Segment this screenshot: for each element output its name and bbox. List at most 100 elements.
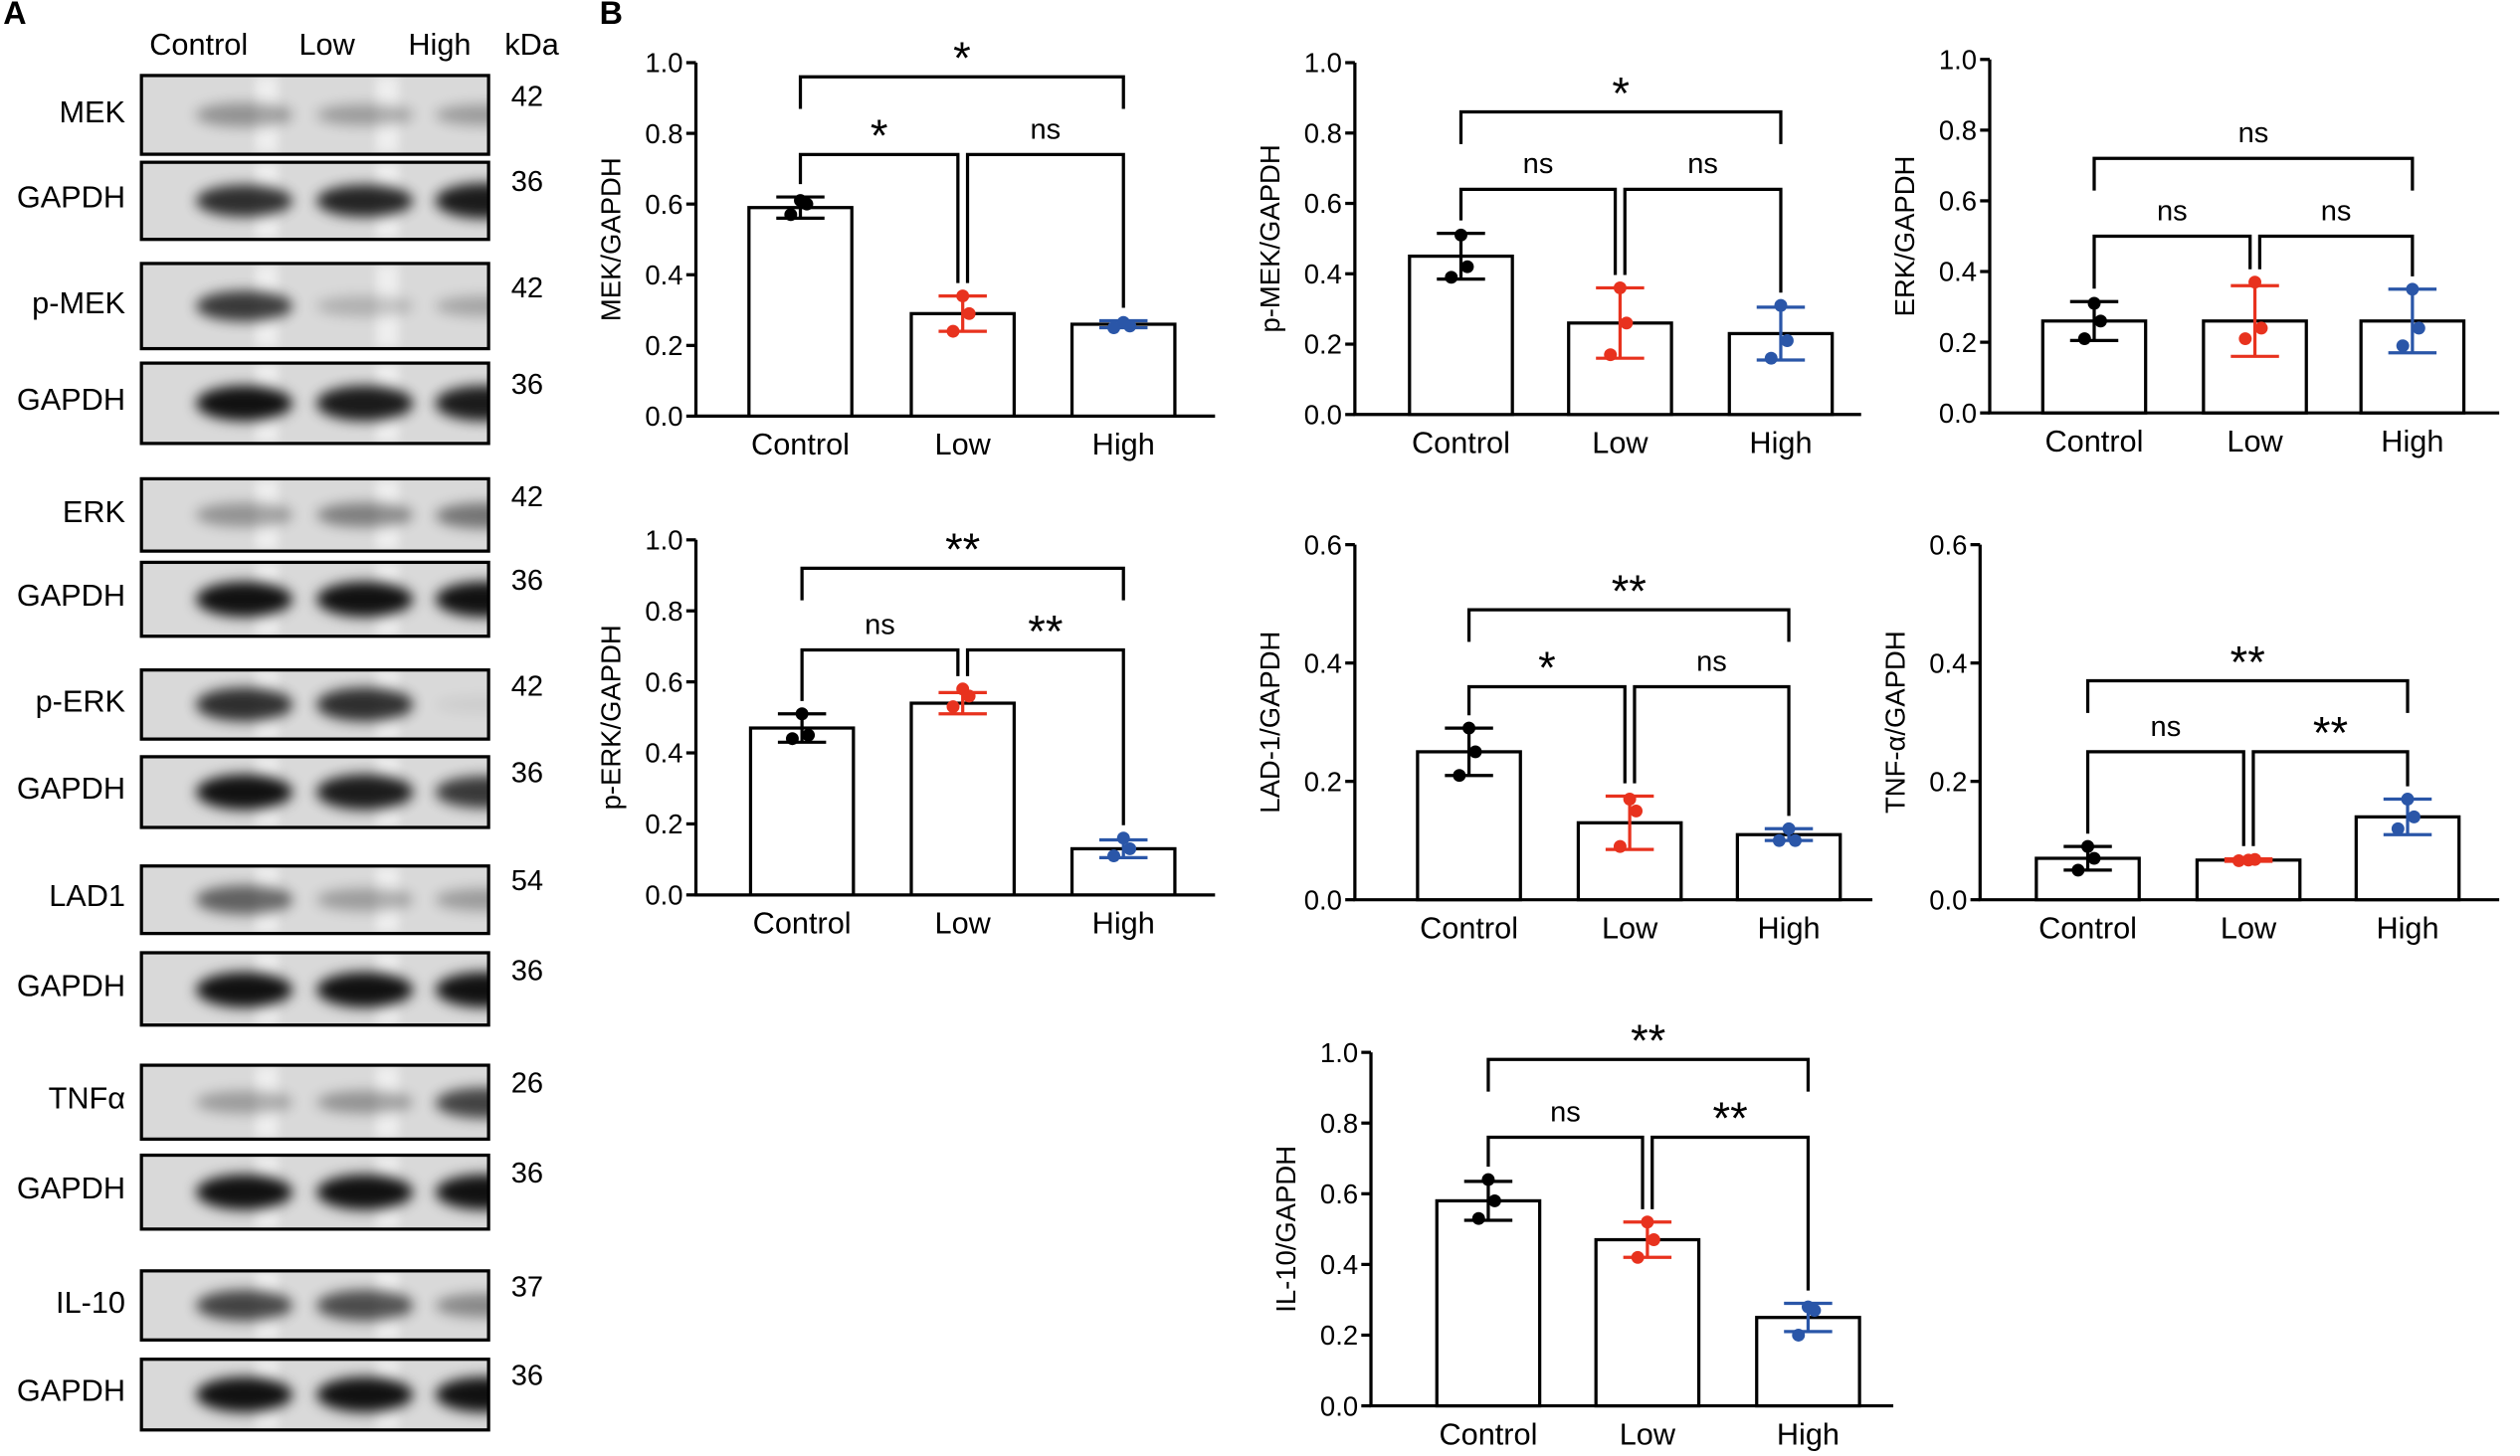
- band-low: [316, 581, 414, 618]
- blot-kda: 36: [510, 367, 544, 401]
- x-tick-label: High: [1777, 1416, 1840, 1451]
- y-tick-label: 0.0: [1939, 398, 1977, 429]
- blot-kda: 54: [510, 864, 544, 897]
- data-point: [2406, 282, 2420, 296]
- y-tick-label: 0.2: [1304, 329, 1342, 360]
- significance-bracket: [800, 566, 1125, 601]
- data-point: [2391, 821, 2405, 835]
- y-tick-label: 0.8: [1304, 117, 1342, 148]
- blot-kda: 26: [510, 1066, 544, 1100]
- significance-label: ns: [1696, 645, 1727, 677]
- significance-label: ns: [2238, 117, 2269, 149]
- blot-erk: [139, 476, 490, 553]
- data-point: [2396, 339, 2410, 353]
- blot-kda: 42: [510, 668, 544, 702]
- band-high: [435, 695, 487, 713]
- band-control: [196, 1376, 293, 1413]
- bar-high: [1727, 331, 1835, 417]
- band-low: [316, 688, 414, 721]
- data-point: [2401, 793, 2415, 806]
- y-tick-label: 1.0: [645, 48, 682, 79]
- significance-bracket: [1633, 684, 1791, 817]
- significance-bracket: [2257, 234, 2415, 276]
- band-low: [316, 103, 414, 126]
- y-tick-label: 0.8: [645, 118, 682, 149]
- blot-kda: 36: [510, 1157, 544, 1189]
- data-point: [2093, 314, 2107, 328]
- blot-kda: 36: [510, 953, 544, 987]
- data-point: [1613, 839, 1627, 853]
- y-tick-label: 0.2: [645, 809, 682, 839]
- band-control: [196, 503, 293, 527]
- lane-gap: [376, 77, 399, 153]
- y-tick-label: 1.0: [1939, 44, 1977, 75]
- data-point: [1445, 271, 1458, 284]
- x-tick-label: Low: [2227, 424, 2283, 458]
- x-tick-label: High: [1092, 427, 1155, 461]
- significance-bracket: [2085, 678, 2410, 713]
- significance-bracket: [2085, 750, 2245, 846]
- data-point: [1620, 316, 1634, 330]
- significance-bracket: [1466, 684, 1627, 784]
- significance-label: **: [1712, 1093, 1747, 1144]
- x-tick-label: Control: [2038, 910, 2137, 945]
- y-tick-label: 0.2: [1929, 766, 1967, 797]
- x-tick-label: Low: [2221, 910, 2277, 945]
- blot-label: GAPDH: [16, 1374, 126, 1409]
- x-tick-label: Low: [935, 906, 992, 941]
- data-point: [1116, 831, 1130, 845]
- data-point: [1487, 1193, 1501, 1207]
- data-point: [2081, 839, 2094, 853]
- y-tick-label: 0.0: [1304, 399, 1342, 430]
- lane-gap: [255, 77, 279, 153]
- band-low: [316, 1090, 414, 1114]
- blot-lad1: [139, 864, 490, 936]
- y-tick-label: 1.0: [1304, 48, 1342, 79]
- significance-label: **: [2313, 708, 2348, 759]
- y-tick-label: 0.2: [1939, 327, 1977, 358]
- blot-label: p-MEK: [32, 286, 126, 321]
- lane-header-control: Control: [149, 29, 249, 64]
- data-point: [1774, 298, 1788, 312]
- bar-control: [747, 206, 854, 419]
- bar-low: [1594, 1237, 1701, 1408]
- y-tick-label: 0.0: [1929, 884, 1967, 915]
- band-high: [435, 1293, 487, 1318]
- lane-gap: [376, 480, 399, 550]
- x-tick-label: Control: [1420, 910, 1518, 945]
- y-tick-label: 1.0: [1320, 1037, 1358, 1068]
- band-low: [316, 1174, 414, 1210]
- y-tick-label: 0.4: [645, 260, 682, 290]
- y-axis-label: p-MEK/GAPDH: [1255, 144, 1285, 332]
- y-tick-label: 0.8: [1939, 115, 1977, 146]
- band-control: [196, 885, 293, 914]
- band-low: [316, 502, 414, 528]
- blot-gapdh: [139, 160, 490, 242]
- y-tick-label: 0.4: [1929, 647, 1967, 678]
- significance-bracket: [965, 152, 1125, 308]
- blot-kda: 36: [510, 1359, 544, 1392]
- blot-kda: 36: [510, 756, 544, 790]
- blot-kda: 37: [510, 1270, 544, 1303]
- data-point: [800, 197, 814, 211]
- significance-label: *: [1538, 642, 1556, 693]
- y-tick-label: 0.4: [1939, 257, 1977, 287]
- x-tick-label: Low: [1620, 1416, 1676, 1451]
- band-control: [196, 1174, 293, 1210]
- band-high: [435, 103, 487, 126]
- y-axis-label: MEK/GAPDH: [596, 157, 627, 321]
- band-low: [316, 184, 414, 218]
- x-tick-label: Control: [751, 427, 850, 461]
- band-low: [316, 971, 414, 1007]
- significance-bracket: [798, 75, 1125, 109]
- y-tick-label: 0.6: [645, 666, 682, 697]
- significance-label: **: [2230, 637, 2265, 687]
- y-tick-label: 0.0: [1304, 884, 1342, 915]
- significance-label: **: [1612, 566, 1647, 617]
- band-high: [435, 888, 487, 911]
- x-tick-label: High: [2376, 910, 2438, 945]
- data-point: [946, 324, 960, 338]
- y-tick-label: 0.6: [1929, 529, 1967, 560]
- blot-label: p-ERK: [35, 685, 126, 719]
